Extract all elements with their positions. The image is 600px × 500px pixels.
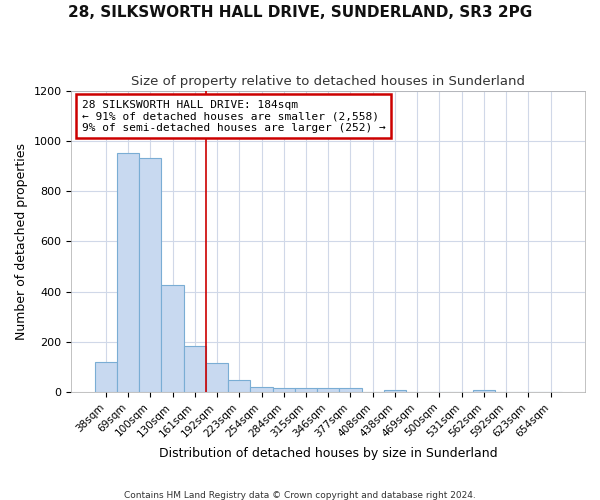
- Bar: [384, 390, 406, 392]
- Bar: [139, 158, 161, 392]
- Bar: [184, 346, 206, 392]
- Title: Size of property relative to detached houses in Sunderland: Size of property relative to detached ho…: [131, 75, 525, 88]
- X-axis label: Distribution of detached houses by size in Sunderland: Distribution of detached houses by size …: [159, 447, 497, 460]
- Bar: [228, 380, 250, 392]
- Text: 28 SILKSWORTH HALL DRIVE: 184sqm
← 91% of detached houses are smaller (2,558)
9%: 28 SILKSWORTH HALL DRIVE: 184sqm ← 91% o…: [82, 100, 385, 133]
- Bar: [95, 362, 117, 392]
- Bar: [250, 387, 272, 392]
- Text: 28, SILKSWORTH HALL DRIVE, SUNDERLAND, SR3 2PG: 28, SILKSWORTH HALL DRIVE, SUNDERLAND, S…: [68, 5, 532, 20]
- Y-axis label: Number of detached properties: Number of detached properties: [15, 143, 28, 340]
- Bar: [272, 388, 295, 392]
- Bar: [206, 363, 228, 392]
- Bar: [295, 388, 317, 392]
- Bar: [117, 154, 139, 392]
- Bar: [340, 388, 362, 392]
- Text: Contains HM Land Registry data © Crown copyright and database right 2024.: Contains HM Land Registry data © Crown c…: [124, 490, 476, 500]
- Bar: [317, 388, 340, 392]
- Bar: [473, 390, 495, 392]
- Bar: [161, 286, 184, 392]
